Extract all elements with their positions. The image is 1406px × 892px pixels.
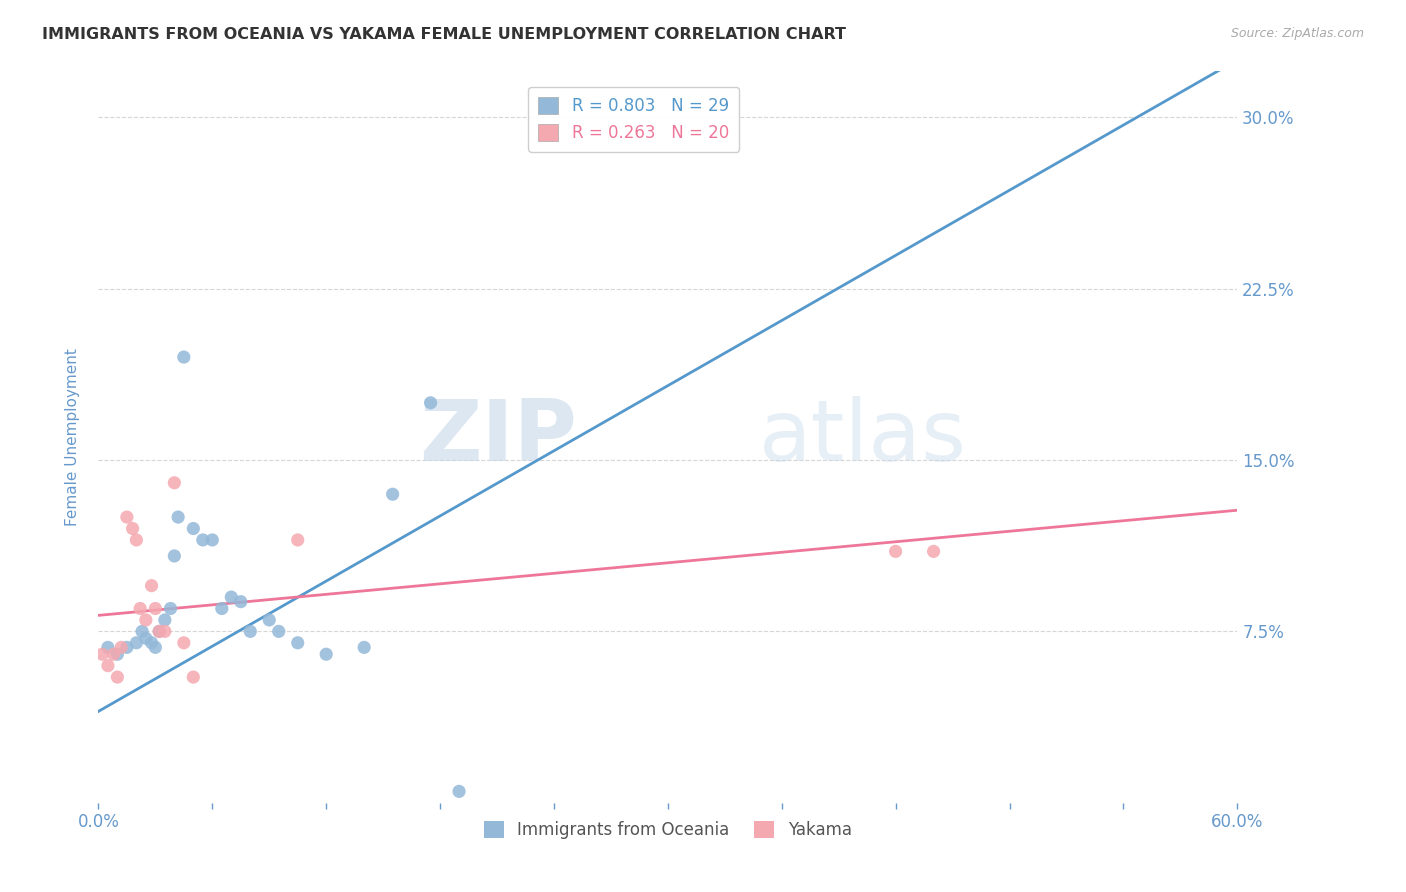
Point bbox=[145, 601, 167, 615]
Point bbox=[163, 475, 186, 490]
Point bbox=[267, 624, 290, 639]
Point bbox=[183, 521, 205, 535]
Point bbox=[381, 487, 404, 501]
Point bbox=[148, 624, 170, 639]
Point bbox=[125, 636, 148, 650]
Point bbox=[141, 579, 163, 593]
Point bbox=[211, 601, 233, 615]
Point bbox=[91, 647, 114, 661]
Point bbox=[159, 601, 181, 615]
Text: atlas: atlas bbox=[759, 395, 967, 479]
Point bbox=[315, 647, 337, 661]
Point bbox=[201, 533, 224, 547]
Text: Source: ZipAtlas.com: Source: ZipAtlas.com bbox=[1230, 27, 1364, 40]
Point bbox=[173, 350, 195, 364]
Point bbox=[922, 544, 945, 558]
Point bbox=[148, 624, 170, 639]
Point bbox=[163, 549, 186, 563]
Point bbox=[115, 510, 138, 524]
Point bbox=[173, 636, 195, 650]
Point bbox=[884, 544, 907, 558]
Point bbox=[287, 533, 309, 547]
Point bbox=[287, 636, 309, 650]
Point bbox=[97, 658, 120, 673]
Point bbox=[135, 613, 157, 627]
Point bbox=[129, 601, 152, 615]
Point bbox=[259, 613, 281, 627]
Point bbox=[107, 647, 129, 661]
Point bbox=[221, 590, 243, 604]
Point bbox=[141, 636, 163, 650]
Point bbox=[107, 670, 129, 684]
Point bbox=[115, 640, 138, 655]
Point bbox=[121, 521, 143, 535]
Point bbox=[97, 640, 120, 655]
Point bbox=[145, 640, 167, 655]
Point bbox=[167, 510, 190, 524]
Point bbox=[125, 533, 148, 547]
Point bbox=[110, 640, 132, 655]
Text: IMMIGRANTS FROM OCEANIA VS YAKAMA FEMALE UNEMPLOYMENT CORRELATION CHART: IMMIGRANTS FROM OCEANIA VS YAKAMA FEMALE… bbox=[42, 27, 846, 42]
Point bbox=[183, 670, 205, 684]
Point bbox=[131, 624, 153, 639]
Legend: Immigrants from Oceania, Yakama: Immigrants from Oceania, Yakama bbox=[477, 814, 859, 846]
Point bbox=[239, 624, 262, 639]
Point bbox=[191, 533, 214, 547]
Point bbox=[153, 624, 176, 639]
Point bbox=[153, 613, 176, 627]
Y-axis label: Female Unemployment: Female Unemployment bbox=[65, 348, 80, 526]
Point bbox=[447, 784, 470, 798]
Point bbox=[419, 396, 441, 410]
Text: ZIP: ZIP bbox=[419, 395, 576, 479]
Point bbox=[353, 640, 375, 655]
Point bbox=[135, 632, 157, 646]
Point bbox=[103, 647, 125, 661]
Point bbox=[229, 594, 252, 608]
